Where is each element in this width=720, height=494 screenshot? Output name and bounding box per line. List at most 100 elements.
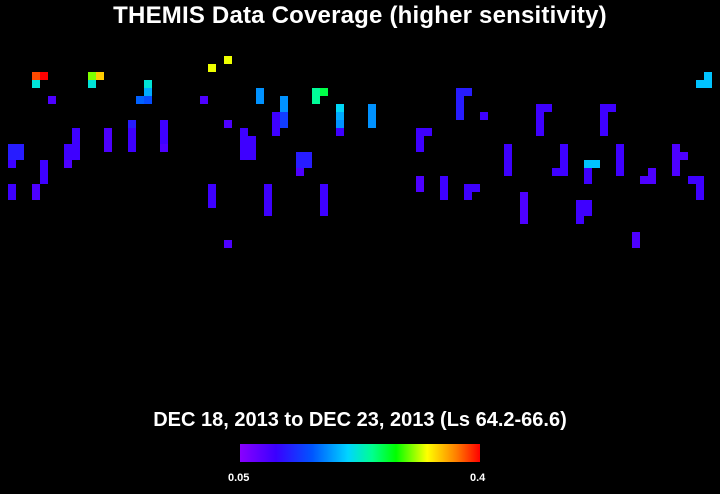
coverage-cell bbox=[584, 200, 592, 208]
coverage-cell bbox=[128, 128, 136, 136]
chart-subtitle: DEC 18, 2013 to DEC 23, 2013 (Ls 64.2-66… bbox=[153, 409, 567, 431]
coverage-strip bbox=[416, 128, 424, 152]
coverage-cell bbox=[672, 152, 680, 160]
coverage-cell bbox=[672, 144, 680, 152]
coverage-cell bbox=[536, 120, 544, 128]
coverage-cell bbox=[416, 176, 424, 184]
coverage-cell bbox=[416, 128, 424, 136]
coverage-cell bbox=[648, 168, 656, 176]
coverage-cell bbox=[144, 96, 152, 104]
coverage-strip bbox=[640, 176, 648, 184]
coverage-cell bbox=[440, 192, 448, 200]
coverage-strip bbox=[40, 72, 48, 80]
coverage-cell bbox=[8, 152, 16, 160]
coverage-cell bbox=[136, 96, 144, 104]
coverage-cell bbox=[552, 168, 560, 176]
coverage-strip bbox=[464, 88, 472, 96]
coverage-cell bbox=[600, 128, 608, 136]
coverage-strip bbox=[592, 160, 600, 168]
coverage-strip bbox=[96, 72, 104, 80]
coverage-cell bbox=[464, 88, 472, 96]
coverage-cell bbox=[296, 168, 304, 176]
coverage-strip bbox=[104, 128, 112, 152]
coverage-cell bbox=[312, 88, 320, 96]
coverage-cell bbox=[704, 80, 712, 88]
coverage-cell bbox=[616, 168, 624, 176]
coverage-cell bbox=[416, 184, 424, 192]
coverage-cell bbox=[144, 88, 152, 96]
coverage-cell bbox=[264, 200, 272, 208]
coverage-strip bbox=[64, 144, 72, 168]
coverage-strip bbox=[472, 184, 480, 192]
coverage-strip bbox=[600, 104, 608, 136]
coverage-cell bbox=[208, 184, 216, 192]
coverage-strip bbox=[280, 96, 288, 128]
coverage-cell bbox=[224, 56, 232, 64]
coverage-strip bbox=[8, 184, 16, 200]
coverage-strip bbox=[632, 232, 640, 248]
coverage-cell bbox=[544, 104, 552, 112]
coverage-cell bbox=[208, 64, 216, 72]
coverage-strip bbox=[456, 88, 464, 120]
coverage-plot bbox=[8, 56, 712, 248]
coverage-cell bbox=[336, 112, 344, 120]
coverage-strip bbox=[208, 64, 216, 72]
coverage-cell bbox=[296, 160, 304, 168]
coverage-cell bbox=[536, 128, 544, 136]
coverage-cell bbox=[336, 104, 344, 112]
coverage-cell bbox=[240, 128, 248, 136]
coverage-cell bbox=[368, 112, 376, 120]
coverage-strip bbox=[240, 128, 248, 160]
coverage-cell bbox=[504, 144, 512, 152]
coverage-cell bbox=[320, 192, 328, 200]
coverage-cell bbox=[224, 240, 232, 248]
coverage-cell bbox=[32, 80, 40, 88]
coverage-strip bbox=[416, 176, 424, 192]
coverage-cell bbox=[600, 120, 608, 128]
coverage-cell bbox=[560, 152, 568, 160]
coverage-cell bbox=[320, 88, 328, 96]
coverage-strip bbox=[552, 168, 560, 176]
coverage-cell bbox=[128, 120, 136, 128]
coverage-cell bbox=[368, 104, 376, 112]
coverage-strip bbox=[544, 104, 552, 112]
coverage-strip bbox=[504, 144, 512, 176]
coverage-cell bbox=[248, 144, 256, 152]
coverage-cell bbox=[248, 136, 256, 144]
coverage-strip bbox=[560, 144, 568, 176]
colorbar bbox=[240, 444, 480, 462]
coverage-cell bbox=[160, 144, 168, 152]
coverage-cell bbox=[72, 136, 80, 144]
coverage-cell bbox=[264, 208, 272, 216]
coverage-strip bbox=[256, 88, 264, 104]
coverage-strip bbox=[704, 72, 712, 88]
coverage-cell bbox=[576, 200, 584, 208]
coverage-cell bbox=[104, 136, 112, 144]
coverage-strip bbox=[48, 96, 56, 104]
coverage-cell bbox=[320, 208, 328, 216]
coverage-cell bbox=[680, 152, 688, 160]
coverage-strip bbox=[272, 112, 280, 136]
coverage-cell bbox=[160, 128, 168, 136]
coverage-cell bbox=[504, 160, 512, 168]
coverage-strip bbox=[16, 144, 24, 160]
coverage-cell bbox=[8, 184, 16, 192]
coverage-strip bbox=[224, 240, 232, 248]
coverage-cell bbox=[464, 184, 472, 192]
coverage-strip bbox=[296, 152, 304, 176]
coverage-cell bbox=[256, 96, 264, 104]
coverage-cell bbox=[456, 112, 464, 120]
coverage-cell bbox=[560, 144, 568, 152]
coverage-cell bbox=[688, 176, 696, 184]
coverage-cell bbox=[504, 168, 512, 176]
coverage-strip bbox=[696, 176, 704, 200]
coverage-cell bbox=[576, 208, 584, 216]
coverage-cell bbox=[304, 152, 312, 160]
coverage-cell bbox=[600, 104, 608, 112]
coverage-cell bbox=[616, 152, 624, 160]
coverage-cell bbox=[672, 160, 680, 168]
coverage-cell bbox=[248, 152, 256, 160]
coverage-cell bbox=[16, 152, 24, 160]
coverage-strip bbox=[616, 144, 624, 176]
coverage-cell bbox=[592, 160, 600, 168]
